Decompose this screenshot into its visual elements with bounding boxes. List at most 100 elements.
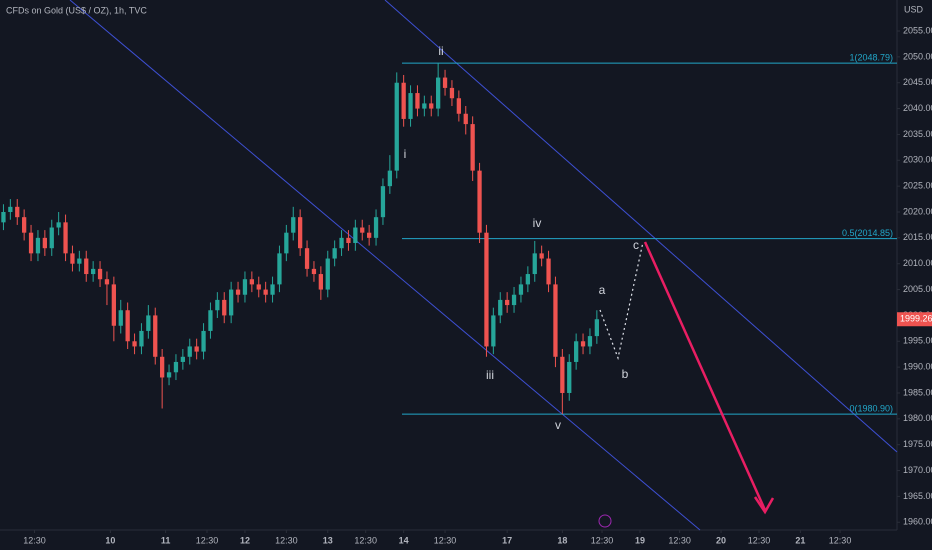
candle-body	[242, 279, 248, 295]
candle-body	[222, 299, 227, 316]
x-tick-label: 12:30	[829, 535, 852, 545]
x-tick-label: 12:30	[196, 535, 219, 545]
y-tick-label: 1990.00	[903, 361, 932, 371]
candle-body	[525, 274, 530, 285]
candle-body	[436, 77, 441, 109]
candle-body	[594, 319, 599, 337]
candle-body	[422, 103, 427, 109]
candle-body	[28, 232, 34, 254]
projection-arrow	[643, 241, 767, 511]
candle-body	[35, 237, 41, 254]
candle-body	[346, 237, 351, 244]
y-tick-label: 2055.00	[903, 25, 932, 35]
y-tick-label: 1985.00	[903, 387, 932, 397]
y-tick-label: 1980.00	[903, 413, 932, 423]
event-icon[interactable]	[598, 514, 612, 528]
wave-label: b	[622, 367, 629, 381]
x-tick-label: 12:30	[434, 535, 457, 545]
candle-body	[235, 289, 241, 295]
x-tick-label: 12:30	[23, 535, 46, 545]
x-tick-label: 12:30	[275, 535, 298, 545]
y-tick-label: 2020.00	[903, 206, 932, 216]
candle-body	[415, 93, 420, 109]
candle-body	[477, 170, 482, 233]
candle-body	[256, 284, 261, 290]
candle-body	[470, 124, 475, 171]
candle-body	[284, 232, 289, 254]
x-tick-label: 12:30	[354, 535, 377, 545]
chart-title: CFDs on Gold (US$ / OZ), 1h, TVC	[6, 5, 147, 15]
candle-body	[339, 237, 344, 249]
candle-body	[449, 87, 455, 99]
y-tick-label: 2025.00	[903, 181, 932, 191]
arrow-head	[753, 496, 775, 515]
y-tick-label: 2040.00	[903, 103, 932, 113]
y-tick-label: 1960.00	[903, 517, 932, 527]
y-axis-label: USD	[904, 4, 924, 14]
candle-body	[505, 299, 510, 306]
candle-body	[511, 294, 517, 306]
candle-body	[249, 279, 254, 285]
candle-body	[97, 268, 103, 280]
candle-body	[132, 341, 137, 347]
wave-label: c	[633, 238, 639, 252]
candle-body	[553, 284, 558, 357]
candle-body	[518, 284, 524, 295]
x-tick-label: 12:30	[591, 535, 614, 545]
wave-label: iii	[486, 368, 494, 382]
candle-body	[208, 310, 213, 331]
candle-body	[291, 217, 296, 233]
candle-body	[574, 341, 579, 362]
candle-body	[229, 289, 234, 316]
last-price-label: 1999.26	[900, 314, 932, 324]
x-tick-label: 20	[716, 535, 726, 545]
y-tick-label: 1995.00	[903, 336, 932, 346]
candle-body	[77, 258, 82, 264]
x-tick-label: 12:30	[668, 535, 691, 545]
candle-body	[304, 248, 310, 269]
candle-body	[8, 206, 13, 212]
x-tick-label: 12:30	[748, 535, 771, 545]
candle-body	[429, 103, 434, 109]
candle-body	[539, 253, 544, 259]
candle-body	[367, 232, 372, 238]
x-tick-label: 14	[399, 535, 409, 545]
last-price-tag	[897, 312, 932, 327]
x-tick-label: 17	[502, 535, 512, 545]
candle-body	[360, 227, 365, 233]
candle-body	[22, 217, 27, 233]
candle-body	[270, 284, 275, 295]
candle-body	[125, 310, 130, 342]
wave-label: v	[555, 418, 561, 432]
candle-body	[160, 356, 165, 378]
y-tick-label: 2045.00	[903, 77, 932, 87]
candle-body	[70, 253, 75, 264]
candle-body	[146, 315, 151, 331]
candle-body	[118, 310, 123, 326]
x-tick-label: 21	[795, 535, 805, 545]
candle-body	[263, 289, 268, 295]
candle-body	[215, 299, 220, 311]
candle-body	[56, 222, 61, 228]
candle-body	[298, 217, 303, 249]
candle-body	[277, 253, 282, 285]
x-tick-label: 12	[240, 535, 250, 545]
wave-label: iv	[533, 216, 542, 230]
projection-path	[599, 241, 644, 361]
candle-body	[353, 227, 358, 244]
candle-body	[166, 372, 172, 378]
candle-body	[194, 346, 199, 352]
y-tick-label: 2005.00	[903, 284, 932, 294]
candle-body	[373, 217, 379, 238]
candle-body	[498, 299, 503, 316]
candle-body	[153, 315, 158, 357]
candle-body	[532, 253, 537, 275]
wave-label: a	[599, 283, 606, 297]
wave-label: ii	[438, 44, 443, 58]
y-tick-label: 1975.00	[903, 439, 932, 449]
y-tick-label: 2010.00	[903, 258, 932, 268]
candle-body	[139, 330, 144, 347]
candle-body	[387, 170, 392, 187]
y-tick-label: 1970.00	[903, 465, 932, 475]
